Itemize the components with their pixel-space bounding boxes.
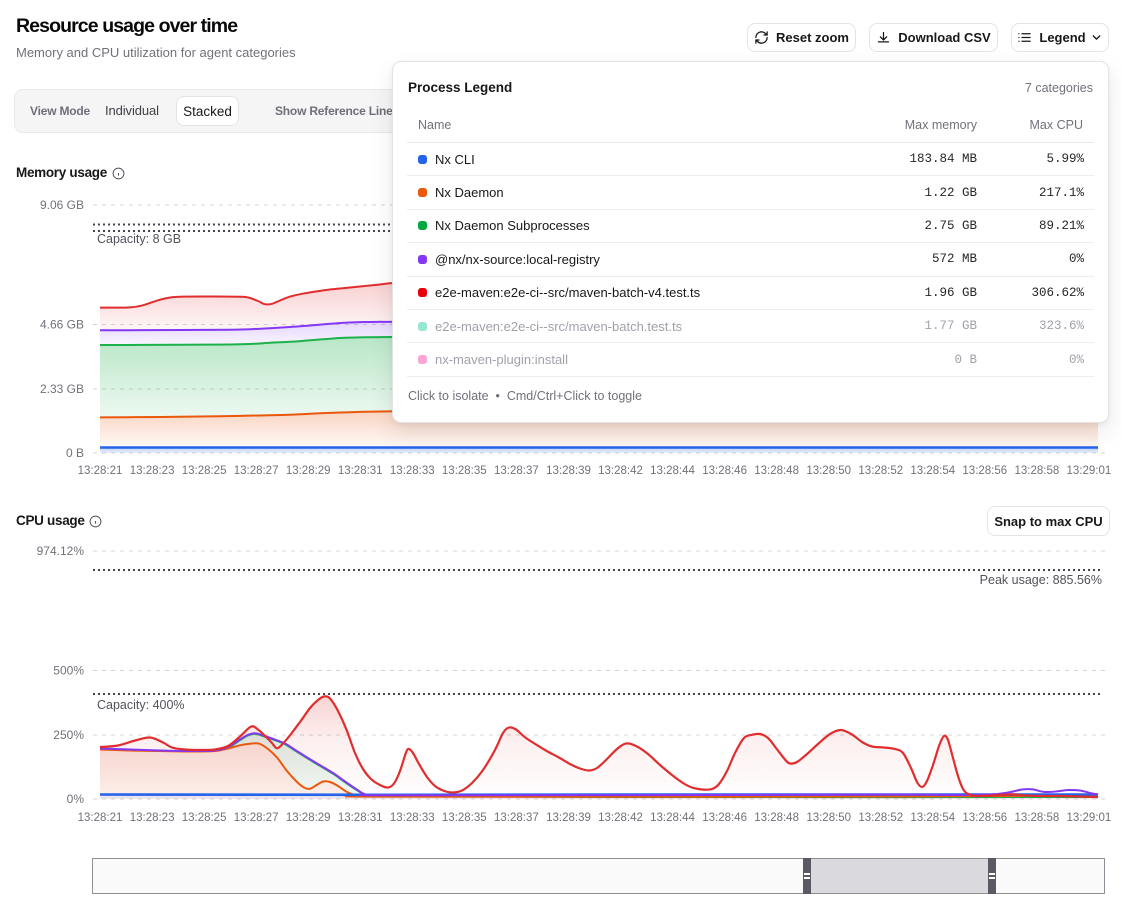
svg-text:0 B: 0 B bbox=[66, 446, 84, 460]
svg-text:13:28:39: 13:28:39 bbox=[546, 812, 591, 824]
svg-text:13:28:23: 13:28:23 bbox=[130, 812, 175, 824]
svg-text:0%: 0% bbox=[67, 792, 85, 806]
svg-text:9.06 GB: 9.06 GB bbox=[40, 198, 84, 212]
svg-text:13:28:21: 13:28:21 bbox=[78, 465, 123, 477]
svg-text:13:28:52: 13:28:52 bbox=[858, 812, 903, 824]
svg-text:13:28:42: 13:28:42 bbox=[598, 812, 643, 824]
svg-text:13:28:33: 13:28:33 bbox=[390, 465, 435, 477]
svg-text:13:28:29: 13:28:29 bbox=[286, 812, 331, 824]
svg-text:13:28:54: 13:28:54 bbox=[910, 812, 955, 824]
svg-text:13:28:29: 13:28:29 bbox=[286, 465, 331, 477]
svg-text:13:28:25: 13:28:25 bbox=[182, 465, 227, 477]
svg-text:13:28:31: 13:28:31 bbox=[338, 465, 383, 477]
svg-text:13:28:52: 13:28:52 bbox=[858, 465, 903, 477]
svg-text:500%: 500% bbox=[53, 664, 84, 678]
svg-text:13:28:23: 13:28:23 bbox=[130, 465, 175, 477]
svg-text:13:28:35: 13:28:35 bbox=[442, 812, 487, 824]
svg-text:13:28:46: 13:28:46 bbox=[702, 465, 747, 477]
svg-text:13:28:37: 13:28:37 bbox=[494, 465, 539, 477]
svg-text:13:28:33: 13:28:33 bbox=[390, 812, 435, 824]
svg-text:13:28:54: 13:28:54 bbox=[910, 465, 955, 477]
svg-text:2.33 GB: 2.33 GB bbox=[40, 382, 84, 396]
svg-text:Capacity: 400%: Capacity: 400% bbox=[97, 698, 185, 712]
svg-text:13:28:37: 13:28:37 bbox=[494, 812, 539, 824]
svg-text:13:28:27: 13:28:27 bbox=[234, 465, 279, 477]
svg-text:13:28:21: 13:28:21 bbox=[78, 812, 123, 824]
svg-text:4.66 GB: 4.66 GB bbox=[40, 318, 84, 332]
svg-text:13:28:56: 13:28:56 bbox=[962, 812, 1007, 824]
svg-text:250%: 250% bbox=[53, 728, 84, 742]
svg-text:13:28:27: 13:28:27 bbox=[234, 812, 279, 824]
svg-text:13:28:48: 13:28:48 bbox=[754, 812, 799, 824]
svg-text:13:28:48: 13:28:48 bbox=[754, 465, 799, 477]
svg-text:13:28:56: 13:28:56 bbox=[962, 465, 1007, 477]
svg-text:974.12%: 974.12% bbox=[37, 544, 85, 558]
svg-text:Peak usage: 885.56%: Peak usage: 885.56% bbox=[980, 573, 1102, 587]
svg-text:13:28:25: 13:28:25 bbox=[182, 812, 227, 824]
svg-text:13:28:50: 13:28:50 bbox=[806, 812, 851, 824]
svg-text:13:28:35: 13:28:35 bbox=[442, 465, 487, 477]
svg-text:Capacity: 8 GB: Capacity: 8 GB bbox=[97, 232, 181, 246]
svg-text:13:28:58: 13:28:58 bbox=[1015, 812, 1060, 824]
svg-text:13:28:44: 13:28:44 bbox=[650, 812, 695, 824]
svg-text:13:28:46: 13:28:46 bbox=[702, 812, 747, 824]
svg-text:13:28:58: 13:28:58 bbox=[1015, 465, 1060, 477]
svg-text:13:29:01: 13:29:01 bbox=[1067, 812, 1112, 824]
svg-text:13:28:39: 13:28:39 bbox=[546, 465, 591, 477]
svg-text:13:28:44: 13:28:44 bbox=[650, 465, 695, 477]
svg-text:13:28:42: 13:28:42 bbox=[598, 465, 643, 477]
svg-text:13:28:50: 13:28:50 bbox=[806, 465, 851, 477]
svg-text:13:28:31: 13:28:31 bbox=[338, 812, 383, 824]
svg-text:13:29:01: 13:29:01 bbox=[1067, 465, 1112, 477]
